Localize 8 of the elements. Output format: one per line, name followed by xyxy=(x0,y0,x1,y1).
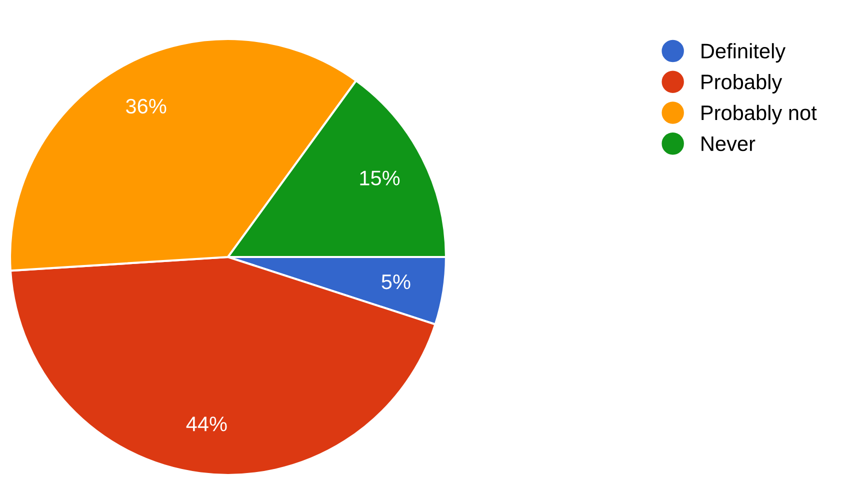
data-label: 36% xyxy=(126,98,166,114)
data-label: 44% xyxy=(186,416,227,432)
legend-label: Never xyxy=(702,136,756,152)
legend-label: Definitely xyxy=(702,43,786,63)
data-label: 15% xyxy=(360,170,400,186)
legend-label: Probably not xyxy=(702,104,817,124)
legend-label: Probably xyxy=(702,74,782,94)
data-label: 5% xyxy=(382,274,410,290)
